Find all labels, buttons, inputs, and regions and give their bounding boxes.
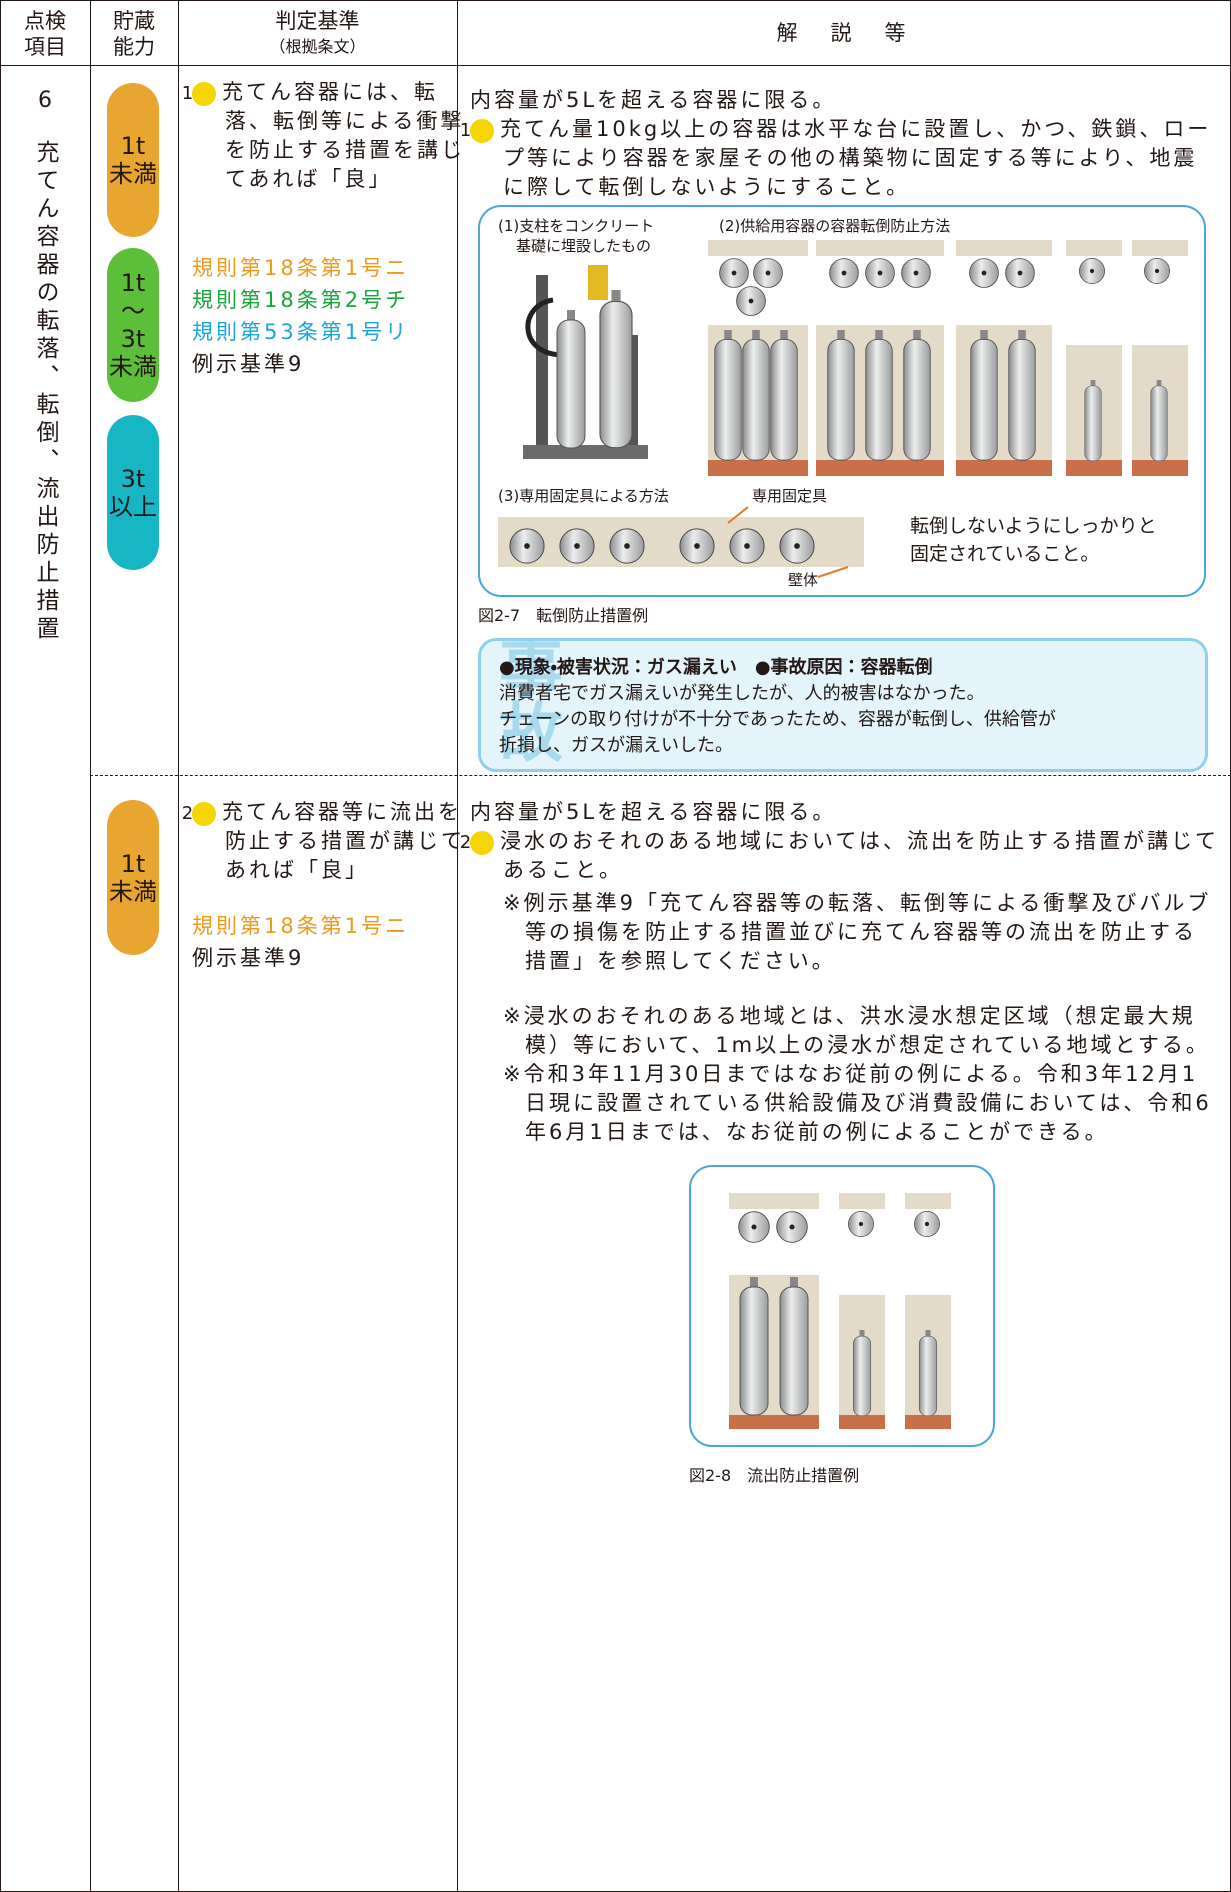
figure-label: 専用固定具 bbox=[752, 487, 828, 505]
accident-text: ●現象・被害状況：ガス漏えい ●事故原因：容器転倒 消費者宅でガス漏えいが発生し… bbox=[499, 655, 1056, 759]
watermark: 事故 bbox=[488, 638, 562, 763]
text: 3t bbox=[120, 464, 146, 493]
text: 点検 bbox=[24, 9, 66, 33]
text: 以上 bbox=[109, 492, 157, 521]
refs: 規則第18条第1号ニ 規則第18条第2号チ 規則第53条第1号リ 例示基準9 bbox=[192, 254, 409, 379]
text: 充てん容器等に流出を防止する措置が講じてあれば「良」 bbox=[222, 800, 465, 882]
text: 内容量が5Lを超える容器に限る。 bbox=[470, 88, 837, 112]
text: 未満 bbox=[109, 353, 157, 381]
text: 未満 bbox=[109, 877, 157, 906]
item: 2 浸水のおそれのある地域においては、流出を防止する措置が講じてあること。 bbox=[460, 827, 1220, 885]
badge: 3t 以上 bbox=[107, 415, 159, 570]
figure-2-7 bbox=[478, 205, 1206, 597]
criteria: 1 充てん容器には、転落、転倒等による衝撃を防止する措置を講じてあれば「良」 bbox=[182, 78, 475, 194]
refs: 規則第18条第1号ニ 例示基準9 bbox=[192, 912, 409, 973]
text: 3t bbox=[120, 325, 146, 353]
badge: 1t ～ 3t 未満 bbox=[107, 248, 159, 402]
figure-label: (2)供給用容器の容器転倒防止方法 bbox=[719, 217, 951, 235]
figure-2-8 bbox=[689, 1165, 995, 1447]
figure-label: (3)専用固定具による方法 bbox=[498, 487, 669, 505]
header-item: 点検 項目 bbox=[0, 8, 90, 60]
column-rule bbox=[457, 0, 458, 1892]
header-capacity: 貯蔵 能力 bbox=[90, 8, 178, 60]
figure-caption: 図2-8 流出防止措置例 bbox=[689, 1466, 860, 1485]
note: ※令和3年11月30日まではなお従前の例による。令和3年12月1日現に設置されて… bbox=[503, 1062, 1212, 1144]
ref: 例示基準9 bbox=[192, 946, 305, 970]
text: ●現象・被害状況：ガス漏えい ●事故原因：容器転倒 bbox=[499, 657, 933, 678]
text: (1)支柱をコンクリート bbox=[498, 217, 655, 235]
text: 折損し、ガスが漏えいした。 bbox=[499, 735, 733, 756]
figure-label: (1)支柱をコンクリート基礎に埋設したもの bbox=[498, 216, 654, 256]
header-commentary: 解 説 等 bbox=[776, 21, 912, 45]
text: チェーンの取り付けが不十分であったため、容器が転倒し、供給管が bbox=[499, 709, 1056, 730]
column-rule bbox=[90, 0, 91, 1892]
marker: 1 bbox=[460, 119, 494, 143]
text: 転倒しないようにしっかりと bbox=[910, 515, 1157, 537]
text: 充てん容器には、転落、転倒等による衝撃を防止する措置を講じてあれば「良」 bbox=[222, 80, 465, 191]
figure-label: 壁体 bbox=[788, 571, 819, 589]
commentary: 内容量が5Lを超える容器に限る。 2 浸水のおそれのある地域においては、流出を防止… bbox=[460, 798, 1220, 1147]
row-rule bbox=[90, 775, 1231, 776]
text: 充てん量10kg以上の容器は水平な台に設置し、かつ、鉄鎖、ロープ等により容器を家… bbox=[500, 117, 1212, 199]
text: 貯蔵 bbox=[113, 9, 155, 33]
text: 1t bbox=[120, 849, 146, 878]
text: 1t bbox=[120, 132, 146, 160]
item: 1 充てん量10kg以上の容器は水平な台に設置し、かつ、鉄鎖、ロープ等により容器を… bbox=[460, 115, 1220, 202]
text: 内容量が5Lを超える容器に限る。 bbox=[470, 800, 837, 824]
marker: 1 bbox=[182, 82, 216, 106]
badge: 1t 未満 bbox=[107, 83, 159, 237]
ref: 規則第18条第1号ニ bbox=[192, 256, 410, 280]
ref: 規則第18条第1号ニ bbox=[192, 914, 410, 938]
badge: 1t 未満 bbox=[107, 800, 159, 955]
header-rule bbox=[0, 65, 1231, 66]
marker: 2 bbox=[460, 831, 494, 855]
note: ※例示基準9「充てん容器等の転落、転倒等による衝撃及びバルブ等の損傷を防止する措… bbox=[503, 891, 1212, 973]
text: 1t bbox=[120, 269, 146, 297]
item-number: 6 bbox=[38, 88, 52, 113]
commentary: 内容量が5Lを超える容器に限る。 1 充てん量10kg以上の容器は水平な台に設置し… bbox=[460, 86, 1220, 202]
ref: 例示基準9 bbox=[192, 352, 305, 376]
text: 浸水のおそれのある地域においては、流出を防止する措置が講じてあること。 bbox=[500, 829, 1219, 882]
text: ～ bbox=[121, 297, 145, 325]
header-criteria: 判定基準 （根拠条文） bbox=[178, 8, 457, 60]
text: （根拠条文） bbox=[269, 37, 366, 56]
column-rule bbox=[178, 0, 179, 1892]
accident-box: 事故 ●現象・被害状況：ガス漏えい ●事故原因：容器転倒 消費者宅でガス漏えいが… bbox=[478, 638, 1208, 772]
text: 固定されていること。 bbox=[910, 543, 1100, 565]
text: 消費者宅でガス漏えいが発生したが、人的被害はなかった。 bbox=[499, 683, 985, 704]
criteria: 2 充てん容器等に流出を防止する措置が講じてあれば「良」 bbox=[182, 798, 475, 885]
text: 項目 bbox=[24, 35, 66, 59]
text: 基礎に埋設したもの bbox=[516, 237, 652, 255]
ref: 規則第53条第1号リ bbox=[192, 320, 410, 344]
text: 能力 bbox=[113, 35, 155, 59]
text: 判定基準 bbox=[275, 9, 360, 33]
note: ※浸水のおそれのある地域とは、洪水浸水想定区域（想定最大規模）等において、1m以… bbox=[503, 1004, 1210, 1057]
figure-note: 転倒しないようにしっかりと 固定されていること。 bbox=[910, 512, 1157, 568]
figure-caption: 図2-7 転倒防止措置例 bbox=[478, 606, 649, 625]
marker: 2 bbox=[182, 802, 216, 826]
ref: 規則第18条第2号チ bbox=[192, 288, 410, 312]
text: 未満 bbox=[109, 160, 157, 188]
item-label: 充てん容器の転落、転倒、流出防止措置 bbox=[32, 140, 58, 644]
